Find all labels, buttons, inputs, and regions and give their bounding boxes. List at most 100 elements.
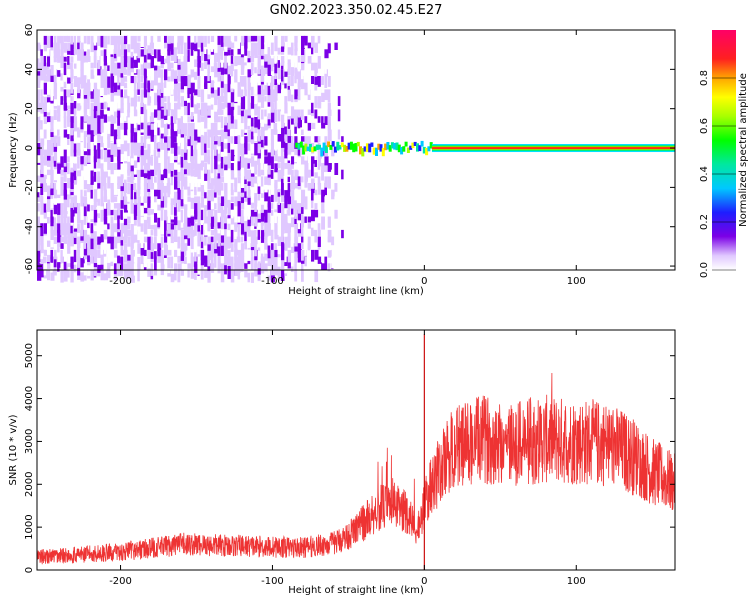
heatmap-cell [270,62,274,72]
heatmap-cell [93,69,97,76]
heatmap-cell [214,196,218,202]
heatmap-cell [164,189,167,198]
heatmap-cell [137,223,142,233]
heatmap-cell [197,62,200,76]
heatmap-cell [217,49,222,60]
heatmap-cell [83,122,87,131]
heatmap-cell [264,62,268,75]
heatmap-cell [281,56,285,66]
heatmap-cell [110,229,115,237]
colorbar-ticks: 0.00.20.40.60.8 [699,70,736,278]
heatmap-cell [150,256,154,263]
heatmap-cell [190,122,195,131]
heatmap-cell [314,169,318,178]
heatmap-cell [301,249,304,261]
heatmap-cell [267,136,271,148]
heatmap-cell [354,143,358,152]
heatmap-cell [301,96,304,108]
heatmap-cell [123,189,127,197]
heatmap-cell [103,169,108,178]
heatmap-cell [257,176,261,187]
heatmap-cell [107,243,111,252]
heatmap-cell [270,69,274,76]
heatmap-cell [40,96,44,108]
heatmap-cell [200,102,205,116]
heatmap-cell [194,89,199,96]
heatmap-cell [77,49,81,61]
heatmap-cell [230,189,234,196]
heatmap-cell [267,249,271,259]
heatmap-cell [67,216,70,229]
heatmap-cell [321,263,325,270]
heatmap-cell [187,249,192,262]
heatmap-cell [170,236,174,244]
heatmap-cell [281,229,284,243]
heatmap-cell [207,216,211,225]
heatmap-cell [204,35,207,47]
heatmap-cell [60,69,63,81]
heatmap-cell [214,209,218,219]
heatmap-cell [341,270,345,279]
heatmap-cell [267,62,272,76]
heatmap-cell [190,42,195,51]
heatmap-cell [250,96,255,109]
heatmap-cell [250,176,256,188]
heatmap-cell [240,196,244,204]
heatmap-cell [164,176,167,186]
heatmap-cell [103,76,108,86]
heatmap-cell [187,189,191,196]
heatmap-cell [184,216,189,225]
heatmap-cell [164,196,169,208]
heatmap-cell [83,263,88,276]
heatmap-cell [63,149,67,163]
colorbar-tick-label: 0.6 [699,118,710,134]
signal-band-core [431,147,675,149]
heatmap-cell [274,229,279,240]
heatmap-cell [240,189,244,198]
heatmap-cell [77,76,82,84]
heatmap-cell [264,122,269,131]
heatmap-cell [291,203,294,215]
heatmap-cell [80,196,85,207]
heatmap-cell [93,236,97,248]
heatmap-cell [301,76,304,85]
heatmap-cell [100,156,104,164]
heatmap-cell [317,236,321,247]
heatmap-cell [234,82,238,89]
heatmap-cell [347,142,351,150]
heatmap-cell [60,35,64,45]
heatmap-cell [304,122,309,133]
heatmap-cell [63,49,68,57]
heatmap-cell [140,35,145,47]
heatmap-cell [237,156,241,170]
heatmap-cell [349,141,353,150]
heatmap-cell [386,142,390,150]
heatmap-cell [73,102,77,115]
heatmap-cell [250,62,254,71]
heatmap-cell [257,156,260,165]
heatmap-cell [254,163,258,175]
heatmap-cell [160,76,164,85]
heatmap-cell [97,196,101,206]
heatmap-cell [77,236,81,249]
x-tick-label: 100 [567,576,586,587]
heatmap-cell [277,216,282,226]
heatmap-cell [274,256,279,268]
heatmap-cell [267,263,270,276]
heatmap-cell [164,35,167,43]
heatmap-cell [187,183,191,191]
heatmap-cell [224,263,227,275]
heatmap-cell [214,169,217,182]
heatmap-cell [50,263,53,273]
heatmap-cell [254,142,258,156]
heatmap-cell [107,69,111,77]
heatmap-cell [190,270,195,279]
heatmap-cell [217,82,220,96]
heatmap-cell [234,142,238,156]
heatmap-cell [230,149,235,161]
heatmap-cell [80,109,84,117]
heatmap-cell [40,136,45,146]
heatmap-cell [154,249,157,260]
heatmap-cell [264,223,269,233]
